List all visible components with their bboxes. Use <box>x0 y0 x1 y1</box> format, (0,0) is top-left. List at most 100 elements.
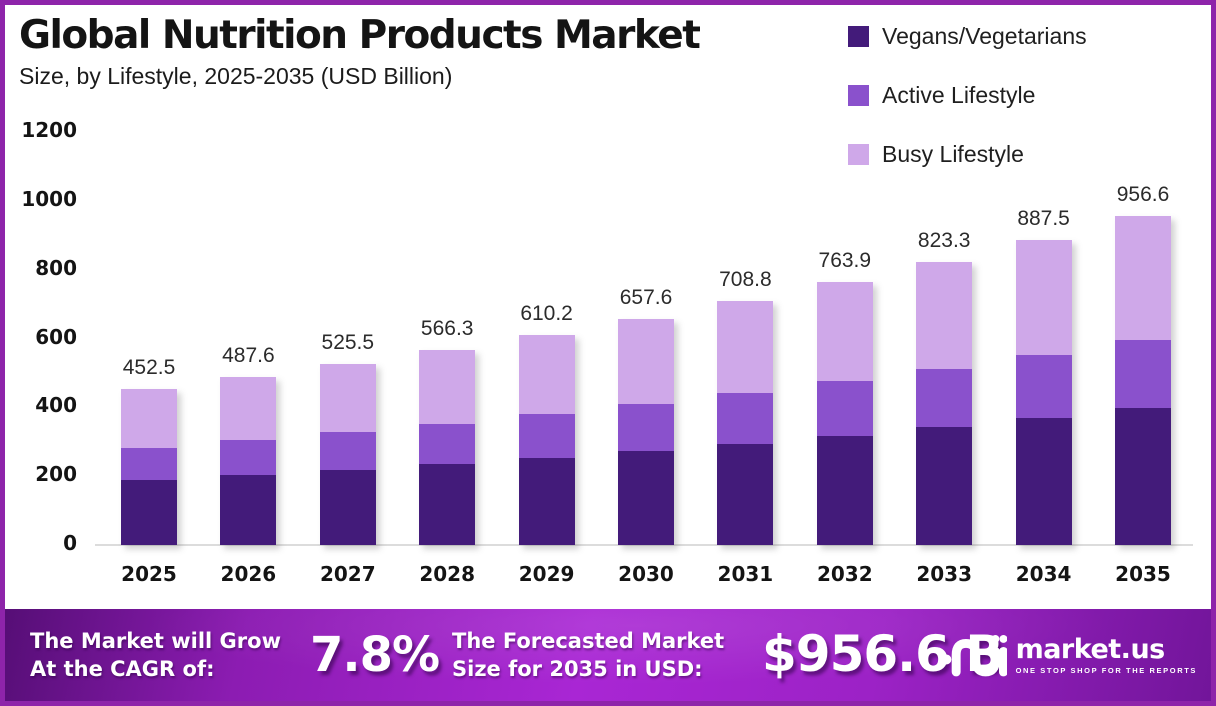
bar-segment-vegans-vegetarians <box>618 451 674 545</box>
bar-total-label: 610.2 <box>520 301 573 325</box>
legend-item-1: Active Lifestyle <box>848 82 1087 109</box>
brand-name: market.us <box>1015 633 1166 665</box>
bar-segment-active-lifestyle <box>618 404 674 452</box>
legend-item-0: Vegans/Vegetarians <box>848 23 1087 50</box>
legend-label: Busy Lifestyle <box>882 141 1024 167</box>
bar-segment-vegans-vegetarians <box>816 435 873 545</box>
bar-segment-active-lifestyle <box>1015 354 1072 419</box>
x-axis-label-2029: 2029 <box>518 562 575 586</box>
stacked-bar-2031 <box>717 301 774 545</box>
chart-title: Global Nutrition Products Market <box>19 13 701 58</box>
x-axis-label-2031: 2031 <box>717 562 774 586</box>
bar-segment-vegans-vegetarians <box>419 464 476 545</box>
stacked-bar-2028 <box>419 350 476 545</box>
marketus-logo-icon <box>940 635 1007 677</box>
y-tick-label: 0 <box>63 531 77 555</box>
bar-segment-busy-lifestyle <box>1115 215 1171 340</box>
x-axis-label-2034: 2034 <box>1015 562 1072 586</box>
stacked-bar-2034 <box>1015 239 1072 545</box>
cagr-label-line1: The Market will Grow <box>30 629 281 653</box>
bar-segment-busy-lifestyle <box>220 377 277 441</box>
y-tick-label: 1000 <box>21 186 77 211</box>
y-tick-label: 600 <box>35 324 77 349</box>
stacked-bar-2025 <box>121 389 177 545</box>
bar-segment-busy-lifestyle <box>419 350 476 424</box>
x-axis-label-2032: 2032 <box>816 562 873 586</box>
cagr-value: 7.8% <box>310 627 440 683</box>
cagr-label-line2: At the CAGR of: <box>30 657 215 681</box>
bar-segment-busy-lifestyle <box>518 334 575 415</box>
bar-segment-active-lifestyle <box>1115 339 1171 409</box>
stacked-bar-2033 <box>916 261 973 545</box>
bar-segment-vegans-vegetarians <box>1115 408 1171 545</box>
stacked-bar-2030 <box>618 318 674 545</box>
x-axis-label-2028: 2028 <box>419 562 476 586</box>
stacked-bar-2029 <box>518 334 575 545</box>
y-tick-label: 800 <box>35 255 77 280</box>
bar-total-label: 887.5 <box>1017 206 1070 230</box>
legend-swatch-icon <box>848 144 869 165</box>
bar-total-label: 708.8 <box>719 268 772 292</box>
bar-segment-vegans-vegetarians <box>220 475 277 545</box>
chart-subtitle: Size, by Lifestyle, 2025-2035 (USD Billi… <box>19 63 453 89</box>
stacked-bar-2026 <box>220 377 277 545</box>
x-axis-label-2025: 2025 <box>121 562 177 586</box>
bar-segment-active-lifestyle <box>916 368 973 428</box>
bar-total-label: 525.5 <box>321 331 375 355</box>
x-axis-label-2033: 2033 <box>916 562 973 586</box>
bar-segment-busy-lifestyle <box>1015 239 1072 355</box>
cagr-label: The Market will Grow At the CAGR of: <box>30 627 281 683</box>
footer-banner: The Market will Grow At the CAGR of: 7.8… <box>5 609 1211 701</box>
legend: Vegans/Vegetarians Active Lifestyle Busy L… <box>848 23 1087 168</box>
stacked-bar-2032 <box>816 282 873 545</box>
bar-segment-active-lifestyle <box>121 447 177 481</box>
bar-segment-active-lifestyle <box>419 423 476 465</box>
bar-segment-busy-lifestyle <box>717 301 774 394</box>
y-tick-label: 1200 <box>21 118 77 142</box>
forecast-label: The Forecasted Market Size for 2035 in U… <box>452 627 724 683</box>
bar-segment-active-lifestyle <box>717 393 774 444</box>
bar-segment-vegans-vegetarians <box>916 427 973 545</box>
bar-segment-vegans-vegetarians <box>717 443 774 545</box>
y-tick-label: 400 <box>35 393 77 418</box>
stacked-bar-2027 <box>319 364 376 545</box>
x-axis-label-2030: 2030 <box>618 562 674 586</box>
bar-segment-active-lifestyle <box>220 440 277 476</box>
bar-segment-busy-lifestyle <box>618 318 674 405</box>
bar-total-label: 657.6 <box>619 285 673 309</box>
chart-area: 0 200 400 600 800 1000 1200 452.5 2025 487.6 2026 5… <box>5 5 1211 615</box>
x-axis-baseline <box>95 544 1193 546</box>
forecast-label-line2: Size for 2035 in USD: <box>452 657 703 681</box>
forecast-value: $956.6 B <box>762 625 1003 683</box>
legend-label: Vegans/Vegetarians <box>882 23 1087 49</box>
x-axis-label-2027: 2027 <box>319 562 376 586</box>
bar-total-label: 956.6 <box>1116 182 1170 206</box>
bar-segment-active-lifestyle <box>319 432 376 470</box>
bar-total-label: 823.3 <box>917 228 971 252</box>
header: Global Nutrition Products Market Size, b… <box>19 13 701 90</box>
bar-total-label: 763.9 <box>818 249 872 273</box>
forecast-label-line1: The Forecasted Market <box>452 629 725 653</box>
bar-total-label: 487.6 <box>222 344 275 368</box>
x-axis-label-2026: 2026 <box>220 562 277 586</box>
bar-segment-vegans-vegetarians <box>319 469 376 545</box>
bar-segment-vegans-vegetarians <box>121 480 177 545</box>
legend-label: Active Lifestyle <box>882 82 1036 108</box>
legend-swatch-icon <box>848 26 869 47</box>
bar-segment-busy-lifestyle <box>916 261 973 369</box>
legend-swatch-icon <box>848 85 869 106</box>
bar-segment-active-lifestyle <box>816 381 873 436</box>
brand-text-block: market.us ONE STOP SHOP FOR THE REPORTS <box>1015 633 1197 675</box>
bar-segment-busy-lifestyle <box>121 389 177 448</box>
legend-item-2: Busy Lifestyle <box>848 141 1087 168</box>
bar-segment-busy-lifestyle <box>816 282 873 382</box>
y-tick-label: 200 <box>35 462 77 487</box>
bar-total-label: 566.3 <box>420 317 474 341</box>
brand-logo: market.us ONE STOP SHOP FOR THE REPORTS <box>940 630 1197 680</box>
x-axis-label-2035: 2035 <box>1115 562 1171 586</box>
bar-segment-vegans-vegetarians <box>1015 418 1072 545</box>
bar-total-label: 452.5 <box>122 356 176 380</box>
stacked-bar-2035 <box>1115 215 1171 545</box>
bar-segment-vegans-vegetarians <box>518 457 575 545</box>
